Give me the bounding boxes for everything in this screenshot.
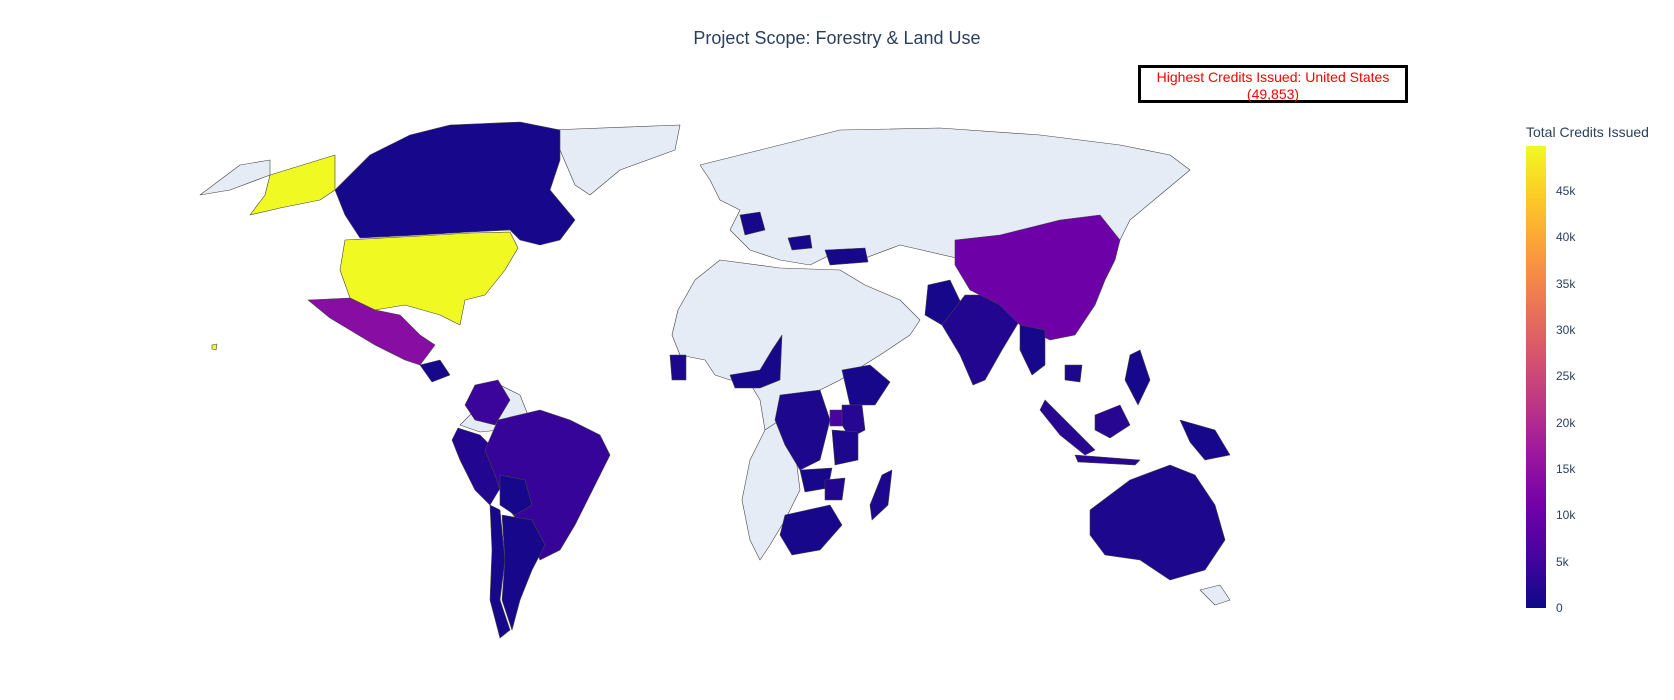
country-tanzania[interactable] [831,429,859,466]
country-colombia[interactable] [464,379,511,426]
colorbar-tick-label: 15k [1556,461,1576,476]
country-canada[interactable] [334,121,576,246]
country-chile[interactable] [489,504,511,639]
colorbar-tick-label: 5k [1556,554,1569,569]
country-myanmar[interactable] [1019,324,1046,376]
country-united-states[interactable] [249,154,336,216]
country-madagascar[interactable] [869,469,893,521]
colorbar-tick-label: 30k [1556,322,1576,337]
country-indonesia[interactable] [1094,404,1131,439]
country-united-states[interactable] [211,343,218,351]
land-layer [199,121,1231,639]
colorbar-tick-label: 25k [1556,369,1576,384]
country-ghana[interactable] [669,354,687,381]
country-india[interactable] [941,294,1021,386]
colorbar-tick-label: 10k [1556,508,1576,523]
colorbar-tick-label: 40k [1556,230,1576,245]
country-australia[interactable] [1089,464,1226,581]
country-romania[interactable] [787,234,813,251]
land-no-data [549,124,681,196]
country-china[interactable] [954,214,1121,341]
country-papua-new-guinea[interactable] [1179,419,1231,461]
country-indonesia[interactable] [1074,454,1141,466]
country-philippines[interactable] [1124,349,1151,406]
country-mexico[interactable] [307,297,436,366]
country-south-africa[interactable] [779,504,843,556]
country-brazil[interactable] [484,409,611,561]
chart-title: Project Scope: Forestry & Land Use [693,28,981,48]
country-guatemala[interactable] [419,359,451,383]
annotation-line-2: (49,853) [1246,86,1300,102]
world-map[interactable] [120,120,1310,650]
country-zimbabwe[interactable] [824,477,846,501]
country-nigeria[interactable] [729,334,783,389]
colorbar-tick-label: 35k [1556,276,1576,291]
country-turkey[interactable] [824,247,869,266]
land-no-data [1199,584,1231,606]
country-cambodia[interactable] [1064,364,1083,383]
colorbar-tick-label: 0 [1556,601,1563,615]
land-no-data [199,159,271,196]
country-argentina[interactable] [501,514,546,631]
colorbar-title: Total Credits Issued [1526,124,1649,140]
country-bolivia[interactable] [499,474,533,516]
colorbar-tick-label: 45k [1556,183,1576,198]
country-ethiopia[interactable] [841,364,891,406]
country-germany[interactable] [739,211,766,236]
country-indonesia[interactable] [1039,399,1096,456]
colorbar [1526,146,1546,608]
highest-credits-annotation: Highest Credits Issued: United States (4… [1138,65,1408,103]
country-dr-congo[interactable] [774,389,831,471]
annotation-line-1: Highest Credits Issued: United States [1156,69,1390,85]
colorbar-tick-label: 20k [1556,415,1576,430]
country-uganda[interactable] [829,409,843,427]
